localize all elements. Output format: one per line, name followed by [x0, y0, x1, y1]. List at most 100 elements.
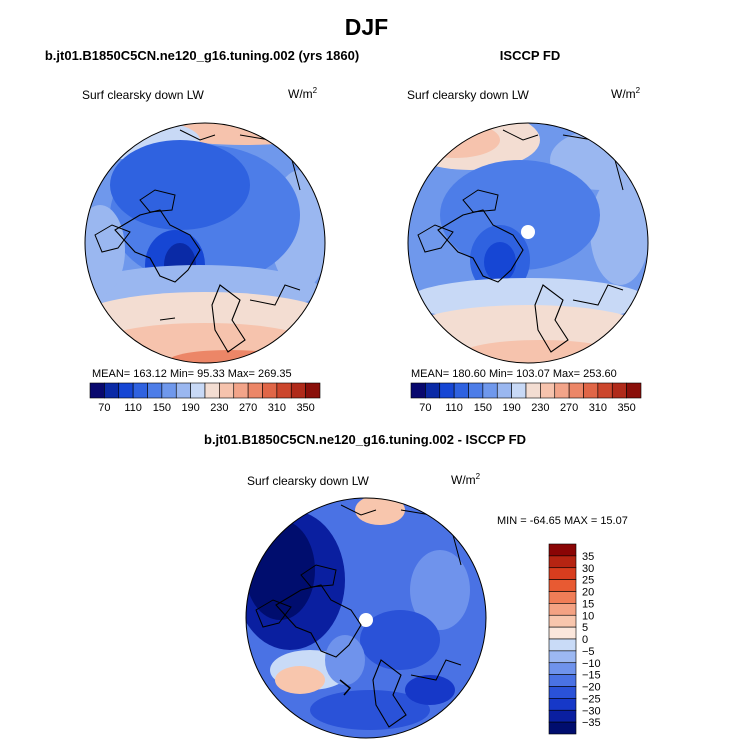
model-stats: MEAN= 163.12 Min= 95.33 Max= 269.35: [92, 368, 292, 380]
obs-colorbar-swatch: [583, 382, 599, 399]
obs-greenland-outline: [437, 209, 524, 283]
model-colorbar-swatch: [89, 382, 105, 399]
model-colorbar-swatch: [276, 382, 292, 399]
diff-colorbar-swatch: [548, 650, 577, 664]
diff-colorbar-swatch: [548, 591, 577, 604]
diff-colorbar-swatch: [548, 686, 577, 699]
diff-colorbar-swatch: [548, 579, 577, 592]
model-colorbar-swatch: [190, 382, 206, 399]
diff-colorbar-tick-label: −5: [582, 646, 595, 658]
obs-colorbar-swatch: [453, 382, 469, 399]
model-colorbar-tick-label: 350: [296, 402, 314, 414]
obs-colorbar-tick-label: 350: [617, 402, 635, 414]
diff-colorbar-tick-label: 5: [582, 622, 588, 634]
model-colorbar-swatch: [161, 382, 177, 399]
model-colorbar-swatch: [262, 382, 278, 399]
obs-missing-pole: [521, 225, 535, 239]
obs-colorbar-tick-label: 70: [419, 402, 431, 414]
diff-colorbar-tick-label: 20: [582, 587, 594, 599]
diff-colorbar-tick-label: 25: [582, 575, 594, 587]
model-colorbar-swatch: [305, 382, 321, 399]
model-colorbar-tick-label: 230: [210, 402, 228, 414]
model-colorbar-swatch: [204, 382, 220, 399]
model-colorbar-tick-label: 150: [153, 402, 171, 414]
diff-colorbar-tick-label: −25: [582, 693, 601, 705]
obs-colorbar-swatch: [554, 382, 570, 399]
diff-colorbar-swatch: [548, 603, 577, 616]
page-title: DJF: [344, 14, 389, 40]
diff-colorbar-tick-label: 30: [582, 563, 594, 575]
obs-map: [408, 123, 648, 363]
obs-colorbar-swatch: [410, 382, 426, 399]
diff-units-label: W/m2: [451, 472, 481, 487]
model-colorbar-tick-label: 70: [98, 402, 110, 414]
model-map: [85, 123, 325, 363]
model-colorbar-swatch: [104, 382, 120, 399]
model-variable-label: Surf clearsky down LW: [82, 88, 204, 102]
obs-units-label: W/m2: [611, 86, 641, 101]
diff-colorbar-swatch: [548, 638, 577, 652]
diff-colorbar-swatch: [548, 674, 577, 687]
diff-warm-anomaly: [355, 498, 405, 525]
diff-stats: MIN = -64.65 MAX = 15.07: [497, 515, 628, 527]
diff-greenland-outline: [275, 584, 362, 658]
diff-map: [246, 498, 486, 738]
diff-colorbar-tick-label: −20: [582, 682, 601, 694]
obs-colorbar-swatch: [525, 382, 541, 399]
diff-scandinavia-outline: [372, 659, 407, 728]
obs-colorbar-tick-label: 230: [531, 402, 549, 414]
model-colorbar-swatch: [233, 382, 249, 399]
diff-colorbar-swatch: [548, 721, 577, 735]
obs-colorbar-swatch: [540, 382, 556, 399]
model-colorbar-swatch: [118, 382, 134, 399]
diff-colorbar-swatch: [548, 662, 577, 675]
diff-colorbar-swatch: [548, 555, 577, 569]
model-panel-title: b.jt01.B1850C5CN.ne120_g16.tuning.002 (y…: [44, 48, 360, 63]
model-colorbar-swatch: [132, 382, 148, 399]
diff-colorbar-tick-label: −35: [582, 717, 601, 729]
obs-colorbar-tick-label: 190: [502, 402, 520, 414]
diff-variable-label: Surf clearsky down LW: [247, 474, 369, 488]
obs-colorbar-swatch: [511, 382, 527, 399]
diff-missing-pole: [359, 613, 373, 627]
obs-colorbar-swatch: [425, 382, 441, 399]
model-colorbar-tick-label: 110: [124, 402, 142, 414]
obs-colorbar-swatch: [626, 382, 642, 399]
obs-colorbar-tick-label: 150: [474, 402, 492, 414]
obs-colorbar-swatch: [439, 382, 455, 399]
obs-colorbar-swatch: [597, 382, 613, 399]
obs-colorbar: 70 110 150 190 230 270 310 350: [410, 382, 642, 414]
diff-colorbar-tick-label: −15: [582, 670, 601, 682]
obs-colorbar-swatch: [568, 382, 584, 399]
model-colorbar-swatch: [247, 382, 263, 399]
model-colorbar-swatch: [290, 382, 306, 399]
diff-colorbar-tick-label: 35: [582, 551, 594, 563]
model-colorbar-tick-label: 190: [181, 402, 199, 414]
diff-colorbar-tick-label: 0: [582, 634, 588, 646]
diff-colorbar-swatch: [548, 626, 577, 640]
model-colorbar: 70 110 150 190 230 270 310 350: [89, 382, 321, 414]
diff-colorbar-swatch: [548, 698, 577, 711]
diff-colorbar-tick-label: 15: [582, 598, 594, 610]
diff-map-border: [245, 497, 487, 739]
obs-colorbar-swatch: [496, 382, 512, 399]
obs-scandinavia-outline: [534, 284, 569, 353]
diff-colorbar-swatch: [548, 614, 577, 628]
model-colorbar-swatch: [175, 382, 191, 399]
obs-colorbar-swatch: [468, 382, 484, 399]
diff-colorbar-swatch: [548, 709, 577, 723]
model-units-label: W/m2: [288, 86, 318, 101]
model-colorbar-tick-label: 310: [268, 402, 286, 414]
obs-colorbar-tick-label: 310: [589, 402, 607, 414]
obs-colorbar-tick-label: 270: [560, 402, 578, 414]
obs-colorbar-swatch: [611, 382, 627, 399]
model-colorbar-swatch: [219, 382, 235, 399]
diff-colorbar-swatch: [548, 543, 577, 557]
obs-colorbar-tick-label: 110: [445, 402, 463, 414]
diff-colorbar-tick-label: 10: [582, 610, 594, 622]
diff-panel-title: b.jt01.B1850C5CN.ne120_g16.tuning.002 - …: [204, 432, 526, 447]
model-colorbar-swatch: [147, 382, 163, 399]
diff-colorbar-swatch: [548, 567, 577, 580]
